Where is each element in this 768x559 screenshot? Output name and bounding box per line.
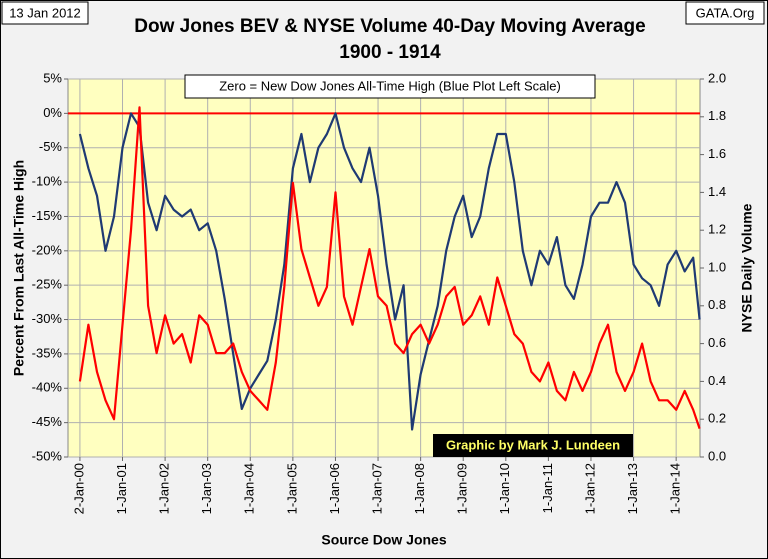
y2-tick-label: 0.4	[708, 373, 726, 388]
y-tick-label: -15%	[32, 208, 63, 223]
y-tick-label: -5%	[39, 139, 63, 154]
y2-tick-label: 1.6	[708, 146, 726, 161]
x-tick-label: 1-Jan-01	[114, 463, 129, 514]
x-tick-label: 1-Jan-09	[455, 463, 470, 514]
x-tick-label: 1-Jan-04	[242, 463, 257, 514]
y-tick-label: 0%	[43, 105, 62, 120]
x-tick-label: 1-Jan-11	[540, 463, 555, 513]
x-tick-label: 1-Jan-07	[369, 463, 384, 514]
credit: Graphic by Mark J. Lundeen	[446, 437, 620, 452]
y2-tick-label: 1.0	[708, 259, 726, 274]
y-tick-label: -45%	[32, 414, 63, 429]
series-line	[78, 112, 701, 431]
source-box	[685, 1, 765, 25]
y2-tick-label: 0.8	[708, 297, 726, 312]
annotation: Zero = New Dow Jones All-Time High (Blue…	[219, 78, 561, 93]
x-tick-label: 1-Jan-13	[625, 463, 640, 514]
annotation-box	[184, 74, 596, 99]
credit-box	[433, 434, 633, 457]
x-tick-label: 1-Jan-02	[157, 463, 172, 514]
date-box	[1, 1, 89, 25]
x-tick-label: 1-Jan-12	[582, 463, 597, 514]
y-tick-label: -20%	[32, 242, 63, 257]
x-tick-label: 1-Jan-10	[497, 463, 512, 514]
y2-tick-label: 1.8	[708, 108, 726, 123]
x-tick-label: 1-Jan-08	[412, 463, 427, 514]
source-label: GATA.Org	[696, 5, 755, 20]
y-tick-label: -40%	[32, 380, 63, 395]
chart-title: Dow Jones BEV & NYSE Volume 40-Day Movin…	[134, 16, 645, 37]
y2-tick-label: 0.6	[708, 335, 726, 350]
y-tick-label: -35%	[32, 345, 63, 360]
x-tick-label: 1-Jan-03	[199, 463, 214, 514]
x-tick-label: 2-Jan-00	[71, 463, 86, 514]
y-axis-label: Percent From Last All-Time High	[11, 160, 27, 376]
y-tick-label: -50%	[32, 448, 63, 463]
date-label: 13 Jan 2012	[9, 5, 81, 20]
plot-area	[67, 78, 701, 458]
y-tick-label: 5%	[43, 70, 62, 85]
series-line	[78, 106, 701, 429]
chart-subtitle: 1900 - 1914	[339, 42, 441, 63]
y2-tick-label: 0.0	[708, 448, 726, 463]
x-tick-label: 1-Jan-14	[668, 463, 683, 514]
x-tick-label: 1-Jan-05	[284, 463, 299, 514]
y2-tick-label: 2.0	[708, 70, 726, 85]
x-tick-label: 1-Jan-06	[327, 463, 342, 514]
y-tick-label: -25%	[32, 277, 63, 292]
y2-tick-label: 0.2	[708, 411, 726, 426]
y-tick-label: -30%	[32, 311, 63, 326]
y2-tick-label: 1.2	[708, 222, 726, 237]
y2-tick-label: 1.4	[708, 184, 726, 199]
x-axis-label: Source Dow Jones	[321, 532, 446, 548]
y-tick-label: -10%	[32, 174, 63, 189]
y2-axis-label: NYSE Daily Volume	[739, 203, 755, 332]
